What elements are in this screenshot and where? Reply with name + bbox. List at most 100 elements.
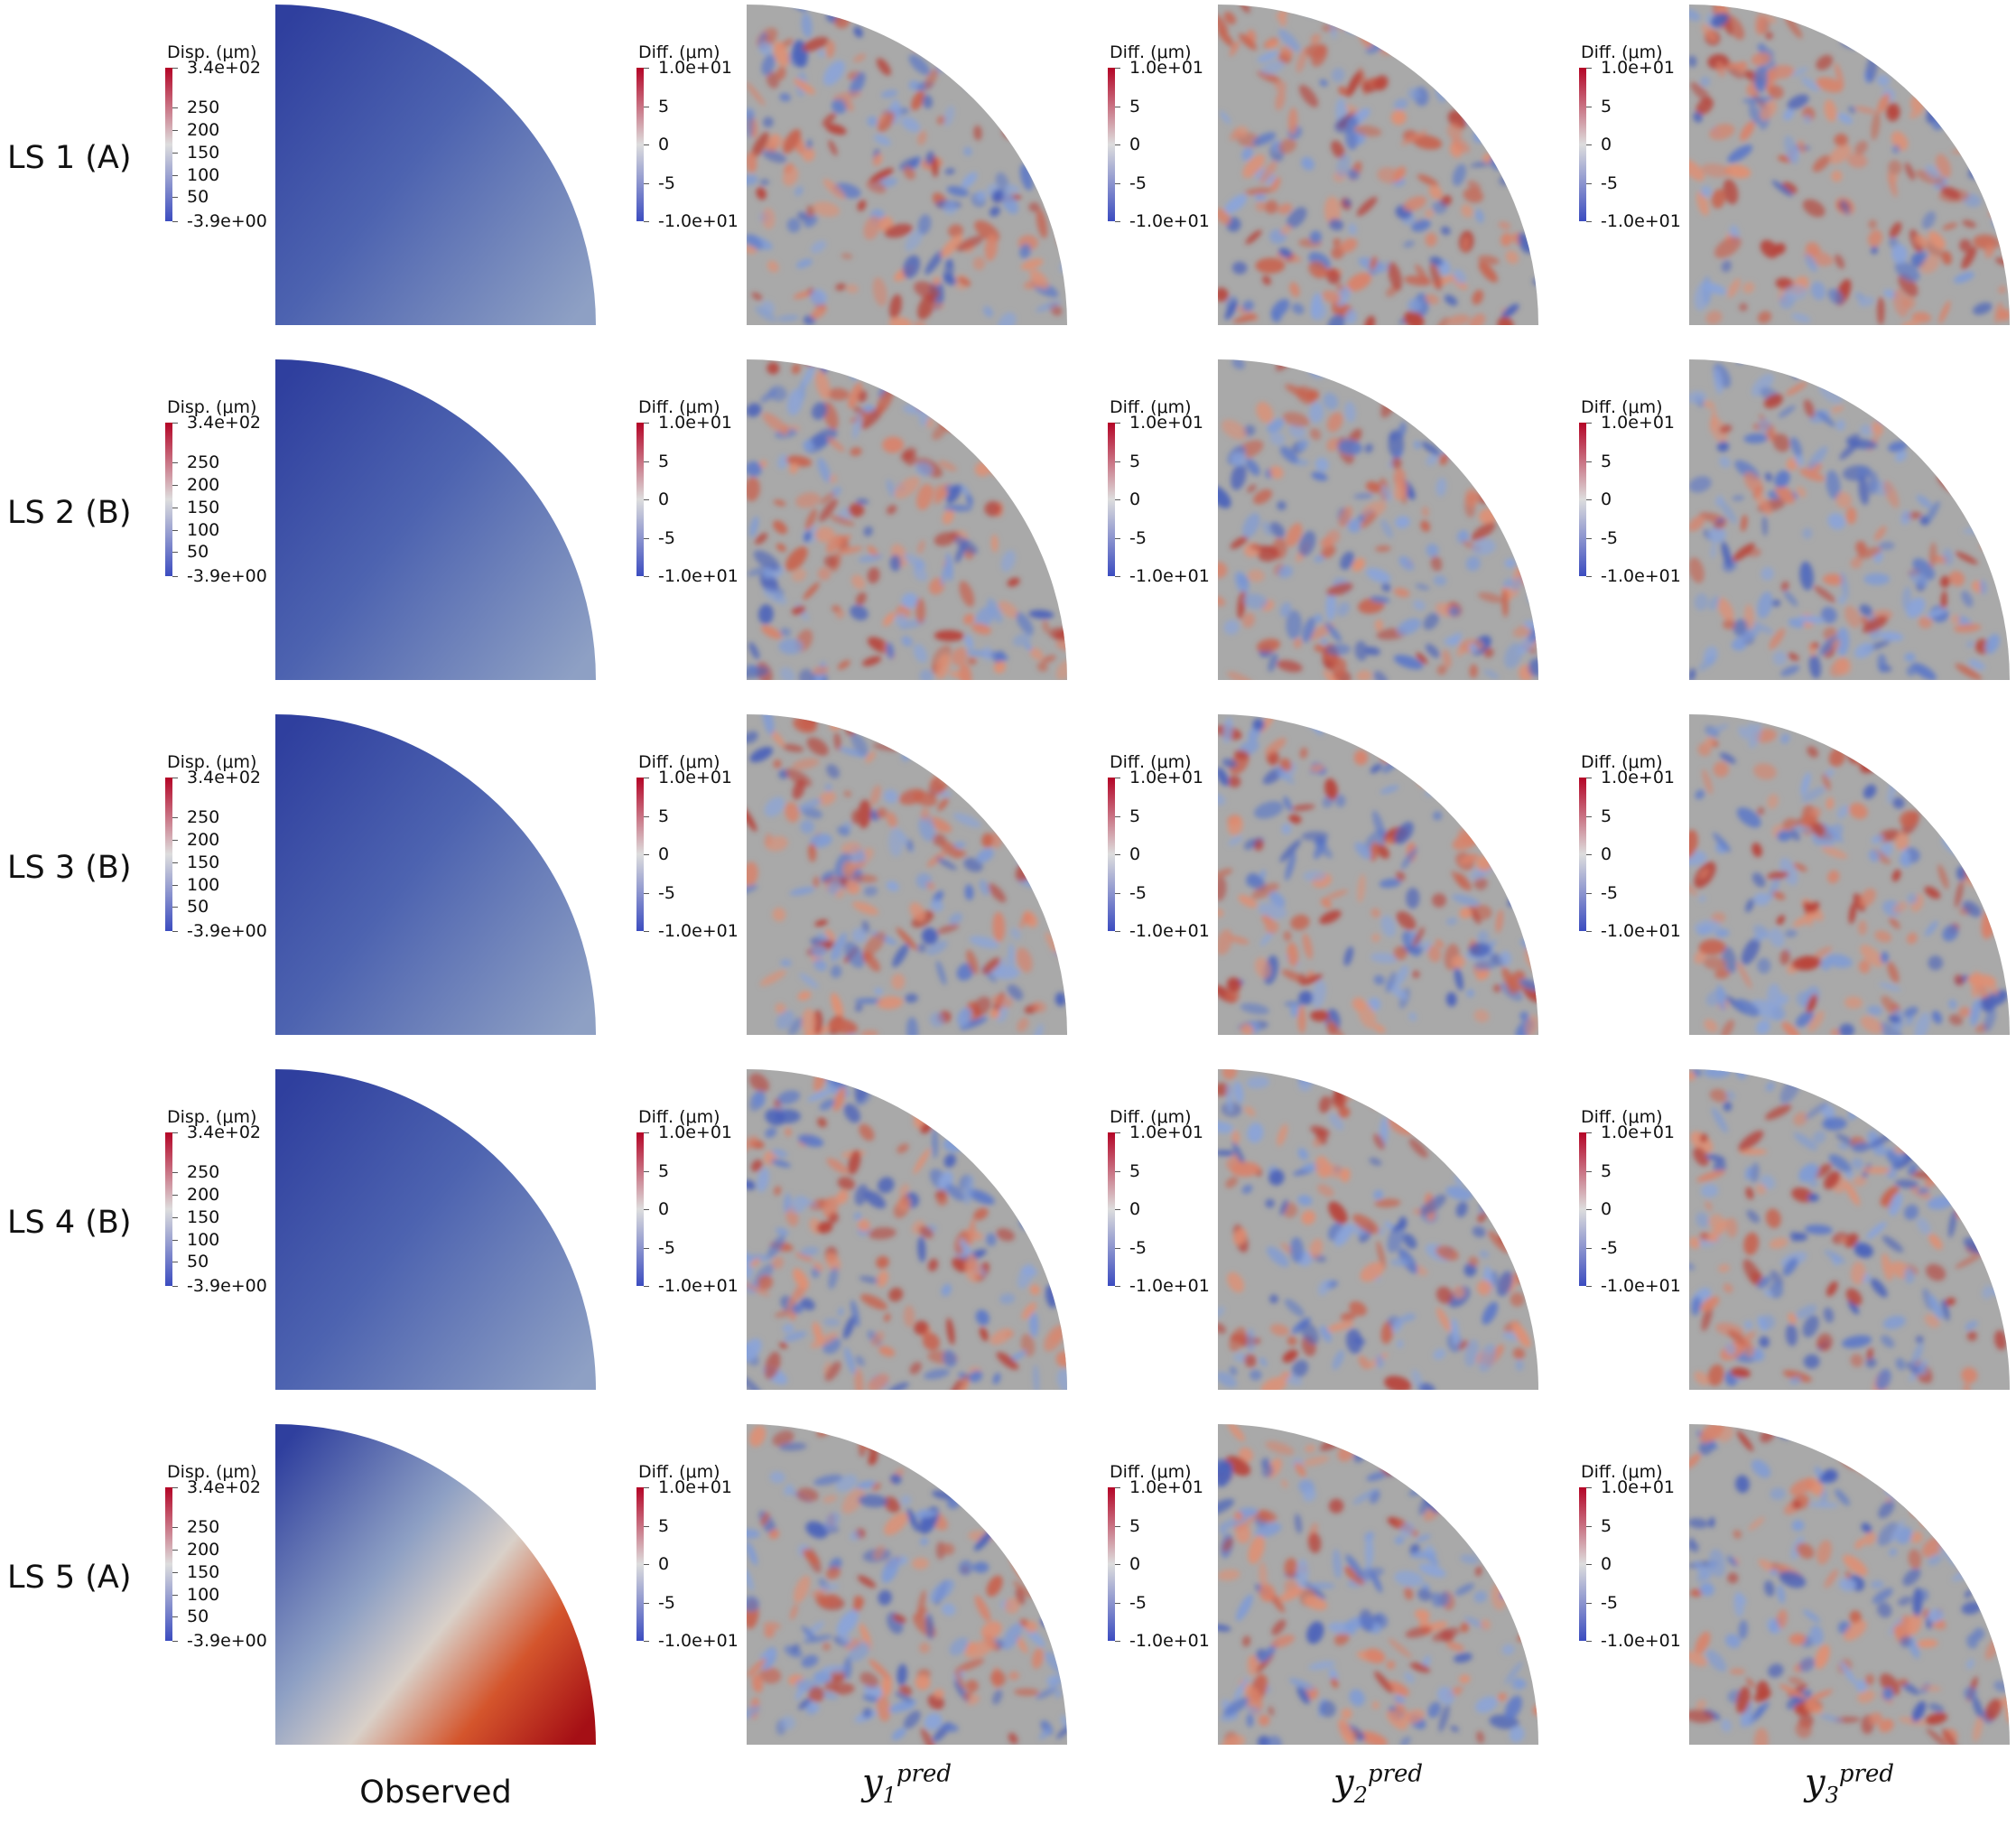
colorbar-title: Diff. (μm) <box>1581 752 1663 772</box>
colorbar-tick-label: 250 <box>187 1517 220 1538</box>
colorbar-tick <box>644 815 649 817</box>
colorbar-tick-label: -3.9e+00 <box>187 566 267 586</box>
colorbar-tick <box>172 221 178 222</box>
colorbar-tick <box>1115 1247 1120 1249</box>
colorbar-tick-label: -1.0e+01 <box>1129 921 1210 941</box>
colorbar-tick-label: -3.9e+00 <box>187 211 267 231</box>
colorbar-tick-label: 5 <box>658 1160 670 1181</box>
colorbar-tick-label: -5 <box>1129 172 1147 193</box>
colorbar-tick-label: 250 <box>187 1162 220 1183</box>
colorbar-tick <box>644 221 649 222</box>
colorbar-title: Diff. (μm) <box>1581 1462 1663 1482</box>
colorbar-tick <box>172 907 178 908</box>
colorbar-tick-label: -1.0e+01 <box>658 921 739 941</box>
colorbar-tick <box>1115 1487 1120 1488</box>
colorbar-title: Diff. (μm) <box>1581 1107 1663 1127</box>
colorbar-tick-label: -5 <box>1601 882 1618 903</box>
colorbar-title: Disp. (μm) <box>167 397 257 417</box>
colorbar-tick <box>644 1132 649 1133</box>
colorbar-tick <box>172 485 178 487</box>
colorbar-gradient <box>1579 1487 1586 1641</box>
colorbar-tick-label: 100 <box>187 874 220 895</box>
colorbar-gradient <box>636 423 644 576</box>
colorbar-tick <box>172 576 178 577</box>
colorbar-tick <box>172 130 178 132</box>
colorbar-gradient <box>165 1132 172 1286</box>
prediction-difference-panel <box>1218 359 1538 680</box>
colorbar-tick <box>1115 1170 1120 1172</box>
prediction-difference-panel <box>1218 1424 1538 1745</box>
colorbar-tick <box>172 152 178 154</box>
difference-colorbar: Diff. (μm) 1.0e+01 5 0 -5 -1.0e+01 <box>1579 1462 1723 1651</box>
difference-field <box>1689 359 2010 680</box>
difference-field <box>1689 5 2010 325</box>
colorbar-tick <box>644 1487 649 1488</box>
colorbar-tick <box>1115 182 1120 184</box>
colorbar-tick-label: 1.0e+01 <box>658 1477 733 1497</box>
prediction-difference-panel <box>1218 5 1538 325</box>
colorbar-tick <box>1115 892 1120 894</box>
colorbar-tick <box>172 1195 178 1197</box>
colorbar-tick <box>172 552 178 554</box>
colorbar-gradient <box>636 1132 644 1286</box>
colorbar-gradient <box>1579 68 1586 221</box>
colorbar-tick <box>172 107 178 109</box>
colorbar-tick <box>1586 1132 1592 1133</box>
colorbar-tick-label: -1.0e+01 <box>1601 1276 1681 1296</box>
displacement-field <box>275 1424 596 1745</box>
colorbar-tick-label: 0 <box>658 844 670 864</box>
colorbar-tick <box>172 462 178 464</box>
colorbar-tick <box>1115 576 1120 577</box>
colorbar-tick <box>172 1616 178 1618</box>
colorbar-tick-label: 5 <box>1601 451 1612 471</box>
row-label: LS 5 (A) <box>7 1560 132 1596</box>
row-label: LS 2 (B) <box>7 495 132 531</box>
colorbar-tick <box>172 68 178 69</box>
colorbar-tick <box>1586 1209 1592 1210</box>
colorbar-tick-label: 3.4e+02 <box>187 413 262 433</box>
prediction-symbol: y3pred <box>1805 1761 1894 1809</box>
difference-field <box>747 5 1067 325</box>
colorbar-tick <box>172 1132 178 1133</box>
colorbar-tick-label: 5 <box>1601 1160 1612 1181</box>
colorbar-tick-label: -5 <box>1601 527 1618 548</box>
colorbar-tick <box>644 1247 649 1249</box>
colorbar-tick-label: 0 <box>1601 135 1612 154</box>
colorbar-tick <box>1586 854 1592 855</box>
colorbar-tick <box>1586 423 1592 424</box>
colorbar-tick-label: -1.0e+01 <box>1601 1631 1681 1651</box>
colorbar-tick-label: 1.0e+01 <box>1129 768 1204 787</box>
colorbar-tick <box>1115 854 1120 855</box>
difference-colorbar: Diff. (μm) 1.0e+01 5 0 -5 -1.0e+01 <box>1579 1107 1723 1296</box>
colorbar-tick <box>1586 815 1592 817</box>
difference-field <box>1689 1069 2010 1390</box>
difference-colorbar: Diff. (μm) 1.0e+01 5 0 -5 -1.0e+01 <box>1108 1107 1252 1296</box>
colorbar-tick-label: 5 <box>1129 96 1141 116</box>
colorbar-gradient <box>636 68 644 221</box>
displacement-colorbar: Disp. (μm) 3.4e+02 250 200 150 100 50 -3.9e+00 <box>165 42 310 231</box>
colorbar-gradient <box>1579 423 1586 576</box>
colorbar-tick <box>1115 1209 1120 1210</box>
colorbar-tick-label: 1.0e+01 <box>1129 1477 1204 1497</box>
colorbar-tick-label: 150 <box>187 497 220 517</box>
observed-panel <box>275 359 596 680</box>
displacement-colorbar: Disp. (μm) 3.4e+02 250 200 150 100 50 -3.9e+00 <box>165 397 310 586</box>
colorbar-tick <box>644 892 649 894</box>
prediction-difference-panel <box>1218 1069 1538 1390</box>
colorbar-tick-label: 1.0e+01 <box>1129 58 1204 78</box>
colorbar-tick-label: -5 <box>1129 882 1147 903</box>
observed-panel <box>275 5 596 325</box>
colorbar-title: Disp. (μm) <box>167 752 257 772</box>
colorbar-tick-label: 0 <box>658 1554 670 1574</box>
colorbar-tick-label: 250 <box>187 98 220 118</box>
colorbar-tick <box>1586 1170 1592 1172</box>
difference-colorbar: Diff. (μm) 1.0e+01 5 0 -5 -1.0e+01 <box>636 397 781 586</box>
prediction-symbol: y1pred <box>862 1761 952 1809</box>
colorbar-tick-label: 150 <box>187 852 220 872</box>
colorbar-title: Diff. (μm) <box>1581 397 1663 417</box>
colorbar-tick <box>644 423 649 424</box>
colorbar-tick <box>644 144 649 145</box>
colorbar-tick <box>172 1487 178 1488</box>
colorbar-tick-label: -5 <box>1129 1237 1147 1258</box>
difference-field <box>1218 5 1538 325</box>
